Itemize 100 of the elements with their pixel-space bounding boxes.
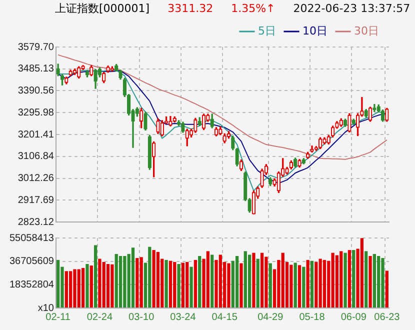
candlestick xyxy=(118,70,122,80)
candlestick xyxy=(106,66,110,73)
bar xyxy=(94,245,98,308)
candlestick xyxy=(168,116,172,126)
bar xyxy=(322,260,326,308)
bar xyxy=(77,269,80,308)
candlestick xyxy=(156,118,160,134)
bar xyxy=(123,256,126,308)
x-tick-label: 06-09 xyxy=(340,312,367,323)
bar xyxy=(148,246,152,308)
candlestick xyxy=(185,128,189,146)
bar xyxy=(314,262,318,308)
x-tick-label: 02-24 xyxy=(86,312,113,323)
bar xyxy=(190,266,193,308)
legend-label: 30日 xyxy=(354,24,380,38)
x-tick-label: 04-29 xyxy=(258,312,284,323)
x-tick-label: 03-10 xyxy=(128,312,155,323)
bar xyxy=(173,262,176,308)
bar xyxy=(186,262,189,308)
y-tick-label: 3390.56 xyxy=(18,86,54,96)
bar xyxy=(306,260,310,308)
bar xyxy=(56,260,60,308)
bar xyxy=(114,254,118,308)
bar xyxy=(268,263,272,308)
y-tick-label: 2823.12 xyxy=(18,216,54,228)
candlestick xyxy=(152,141,156,178)
bar xyxy=(64,271,68,308)
x-tick-label: 04-15 xyxy=(212,312,238,323)
candlestick xyxy=(218,126,222,136)
bar xyxy=(360,238,364,308)
bar xyxy=(136,258,139,308)
bar xyxy=(248,254,252,308)
candlestick xyxy=(102,72,106,84)
bar xyxy=(98,258,102,308)
x-tick-label: 02-11 xyxy=(46,312,71,323)
x-tick-label: 03-24 xyxy=(170,312,196,323)
bar xyxy=(177,264,180,308)
candlestick xyxy=(140,108,144,128)
candlestick xyxy=(268,177,272,186)
legend-label: 10日 xyxy=(302,24,328,38)
bar xyxy=(168,260,172,308)
candlestick xyxy=(348,113,352,132)
y-tick-label: 3201.41 xyxy=(18,129,54,140)
bar xyxy=(340,251,343,308)
candlestick xyxy=(372,104,376,112)
bar xyxy=(164,260,168,308)
bar xyxy=(210,254,214,308)
candlestick xyxy=(144,112,148,131)
legend-label: 5日 xyxy=(258,24,276,38)
bar xyxy=(102,262,106,308)
bar xyxy=(372,254,376,308)
bar xyxy=(118,256,122,308)
candlestick xyxy=(56,64,60,76)
candlestick xyxy=(368,106,372,122)
bar xyxy=(156,252,160,308)
text: 2022-06-23 13:37:57 xyxy=(293,2,410,14)
candlestick xyxy=(385,108,389,122)
text: 3311.32 xyxy=(168,2,214,14)
candlestick xyxy=(181,122,185,133)
bar xyxy=(110,264,114,308)
bar xyxy=(344,252,347,308)
candlestick xyxy=(294,158,298,168)
bar xyxy=(302,266,306,308)
bar xyxy=(368,256,372,308)
candlestick xyxy=(94,69,98,89)
bar xyxy=(352,250,356,308)
bar xyxy=(331,252,334,308)
bar xyxy=(131,248,135,308)
candlestick xyxy=(90,65,94,76)
bar xyxy=(310,260,314,308)
bar xyxy=(385,270,388,308)
bar xyxy=(140,257,143,308)
bar xyxy=(348,250,352,308)
bar xyxy=(218,254,222,308)
bar xyxy=(152,250,156,308)
candlestick xyxy=(322,137,326,144)
y-tick-label: 18352804 xyxy=(10,279,54,290)
y-tick-label: 3485.13 xyxy=(18,64,54,75)
bar xyxy=(377,256,380,308)
bar xyxy=(244,251,247,308)
bar xyxy=(69,271,72,308)
bar xyxy=(335,255,339,308)
y-tick-label: 2917.69 xyxy=(18,194,54,206)
candlestick xyxy=(194,118,198,133)
candlestick xyxy=(260,168,264,188)
y-tick-label: 3579.70 xyxy=(18,42,54,53)
y-tick-label: x10 xyxy=(38,302,54,314)
bar xyxy=(364,251,368,308)
bar xyxy=(240,263,243,308)
y-tick-label: 3012.26 xyxy=(18,173,54,184)
bar xyxy=(81,268,85,308)
bar xyxy=(86,264,89,308)
candlestick xyxy=(160,120,164,136)
y-tick-label: 55058413 xyxy=(10,232,54,244)
bar xyxy=(256,258,260,308)
candlestick xyxy=(77,66,81,78)
candlestick xyxy=(352,118,356,125)
candlestick xyxy=(148,134,152,170)
bar xyxy=(198,256,202,308)
candlestick xyxy=(210,114,214,128)
